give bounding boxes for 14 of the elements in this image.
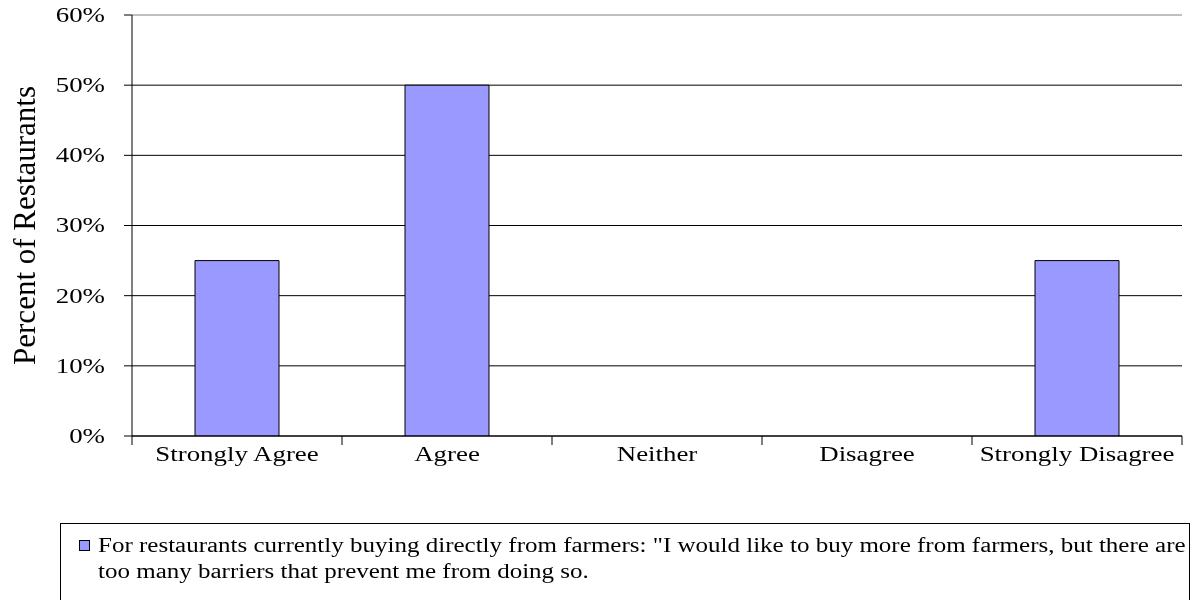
legend-label: For restaurants currently buying directly from farmers: "I would like to buy more from farmers, but there are too many barriers that prevent me from doing so. [98,533,1187,584]
x-tick-label: Strongly Agree [155,442,319,466]
y-tick-label: 20% [55,284,105,307]
y-tick-label: 10% [55,354,105,378]
x-tick-label: Neither [616,442,698,466]
x-tick-label: Strongly Disagree [979,442,1175,466]
y-tick-label: 60% [55,3,105,27]
y-tick-label: 0% [69,424,105,448]
y-tick-label: 40% [55,144,105,167]
x-tick-label: Disagree [819,442,915,466]
y-axis-title: Percent of Restaurants [6,86,42,365]
x-tick-label: Agree [414,442,480,466]
y-tick-label: 30% [55,214,105,237]
y-tick-label: 50% [55,73,105,97]
